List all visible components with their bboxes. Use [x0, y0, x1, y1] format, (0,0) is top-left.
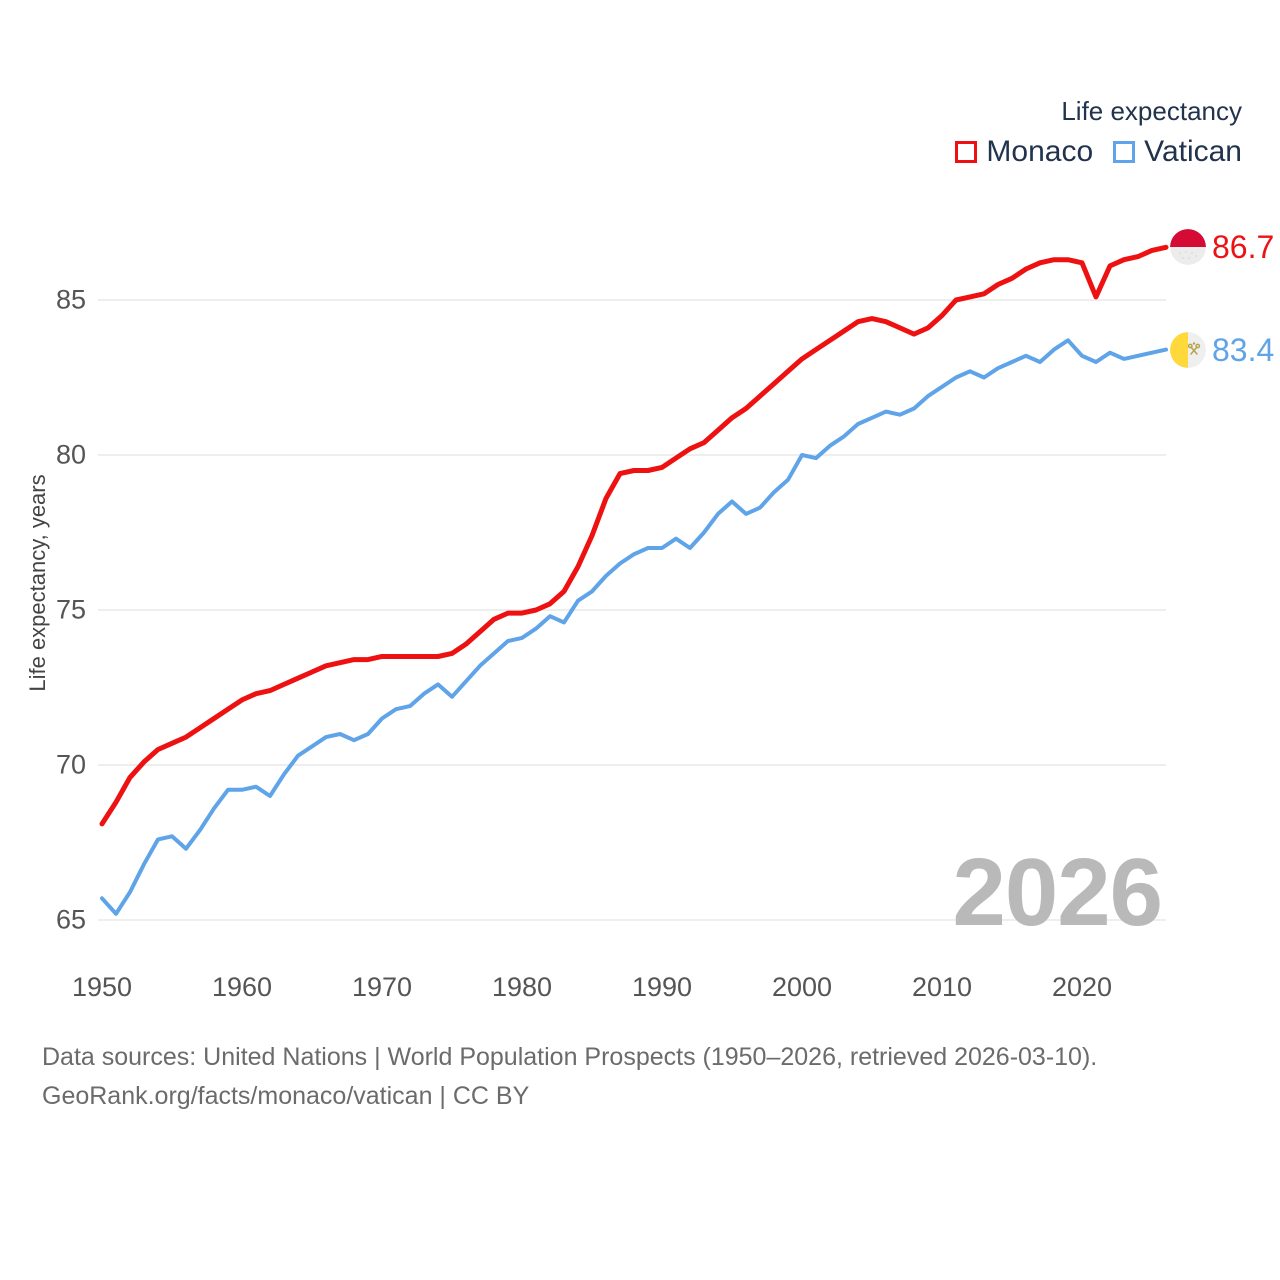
end-value-vatican: 83.4 [1212, 331, 1275, 368]
footer-sources: Data sources: United Nations | World Pop… [42, 1038, 1242, 1116]
end-marker-monaco: 86.7 [1170, 229, 1275, 266]
year-watermark: 2026 [952, 839, 1163, 946]
x-tick-label: 1960 [211, 972, 273, 1002]
x-tick-label: 2010 [911, 972, 973, 1002]
y-tick-label: 85 [55, 284, 86, 315]
x-tick-label: 1950 [71, 972, 133, 1002]
legend-label-monaco: Monaco [986, 135, 1094, 169]
legend-label-vatican: Vatican [1144, 135, 1242, 169]
gridlines [98, 299, 1166, 921]
legend-item-monaco[interactable]: Monaco [955, 137, 1093, 167]
legend-title: Life expectancy [1061, 96, 1242, 126]
series-line-monaco [99, 244, 1169, 827]
vatican-flag-icon [1170, 331, 1206, 368]
monaco-flag-icon [1170, 229, 1206, 266]
legend-items: Monaco Vatican [955, 137, 1242, 167]
end-marker-vatican: 83.4 [1170, 331, 1275, 368]
legend-item-vatican[interactable]: Vatican [1113, 137, 1242, 167]
y-tick-label: 75 [55, 594, 86, 625]
series-lines [99, 244, 1169, 916]
footer-line-1: Data sources: United Nations | World Pop… [42, 1043, 1098, 1071]
series-line-vatican [100, 338, 1168, 916]
x-tick-label: 2000 [771, 972, 833, 1002]
y-tick-label: 70 [55, 749, 86, 780]
y-axis-title: Life expectancy, years [25, 474, 50, 692]
x-tick-label: 1970 [351, 972, 413, 1002]
footer-line-2: GeoRank.org/facts/monaco/vatican | CC BY [42, 1081, 530, 1110]
legend-swatch-vatican-icon [1113, 141, 1136, 164]
x-tick-label: 2020 [1051, 972, 1113, 1002]
x-tick-label: 1990 [631, 972, 693, 1002]
x-tick-label: 1980 [491, 972, 553, 1002]
y-tick-label: 65 [55, 904, 86, 935]
legend-swatch-monaco-icon [955, 141, 978, 164]
chart-legend: Life expectancy Monaco Vatican [955, 96, 1242, 167]
end-value-monaco: 86.7 [1212, 229, 1275, 266]
y-tick-label: 80 [55, 439, 86, 470]
